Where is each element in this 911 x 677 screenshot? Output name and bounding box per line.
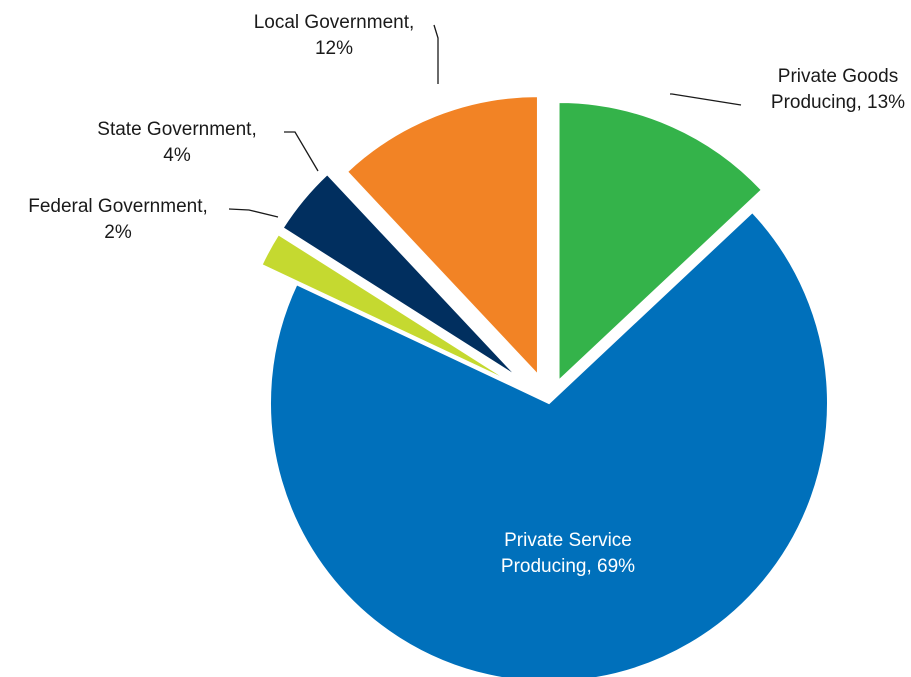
data-label-federal-government-line1: Federal Government, [28, 196, 208, 217]
pie-slice-local-government [345, 95, 539, 378]
pie-slice-state-government [281, 172, 519, 379]
data-label-private-goods-producing-line1: Private Goods [778, 66, 898, 87]
leader-line-state-government [284, 131, 319, 172]
data-label-local-government-line1: Local Government, [254, 12, 415, 33]
data-label-federal-government-line2: 2% [104, 222, 132, 243]
pie-slice-federal-government [260, 232, 515, 385]
pie-slice-private-service-producing [269, 210, 829, 677]
data-label-state-government-line2: 4% [163, 145, 191, 166]
data-label-private-service-producing-line2: Producing, 69% [501, 556, 635, 577]
data-label-local-government-line2: 12% [315, 38, 353, 59]
data-label-private-goods-producing-line2: Producing, 13% [771, 92, 905, 113]
leader-line-federal-government [228, 208, 279, 218]
leader-line-private-goods-producing [670, 93, 742, 106]
data-label-state-government-line1: State Government, [97, 119, 256, 140]
data-label-private-service-producing-line1: Private Service [504, 530, 632, 551]
pie-slice-private-goods-producing [557, 100, 764, 384]
leader-line-local-government [433, 24, 439, 84]
